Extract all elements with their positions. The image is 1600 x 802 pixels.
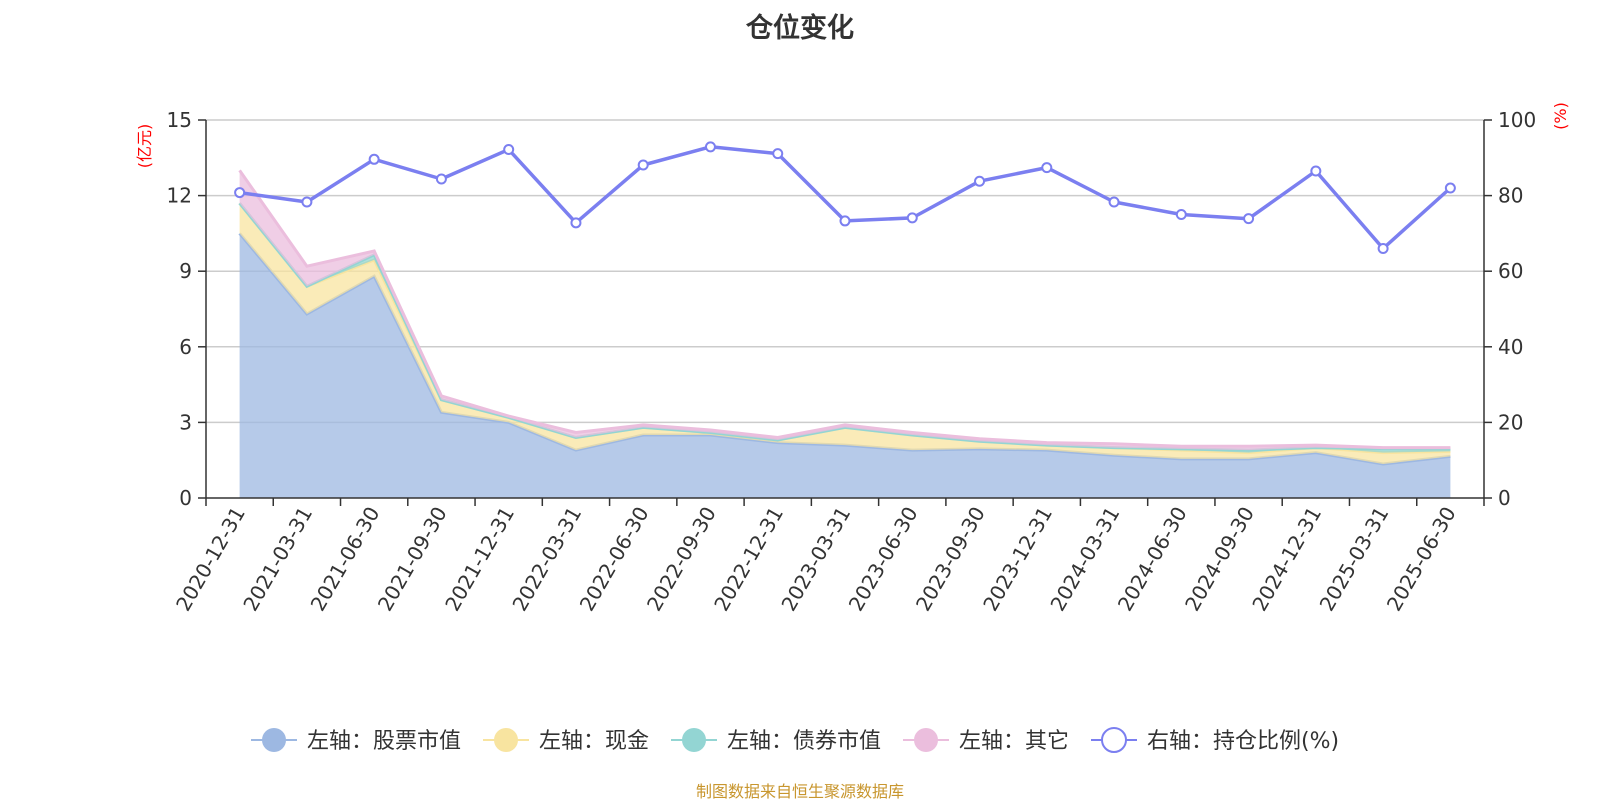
x-tick-label: 2023-12-31 bbox=[978, 503, 1057, 616]
y-right-unit-label: (%) bbox=[1551, 102, 1570, 130]
legend-marker bbox=[494, 728, 518, 752]
y-right-tick-label: 100 bbox=[1498, 108, 1536, 132]
y-left-tick-label: 9 bbox=[179, 259, 192, 283]
source-note: 制图数据来自恒生聚源数据库 bbox=[695, 782, 904, 801]
line-point bbox=[503, 143, 515, 155]
legend-label: 右轴：持仓比例(%) bbox=[1147, 729, 1339, 754]
legend-label: 左轴：现金 bbox=[539, 729, 649, 754]
y-right-tick-label: 40 bbox=[1498, 335, 1523, 359]
x-tick-label: 2023-06-30 bbox=[844, 503, 923, 616]
line-point bbox=[1243, 213, 1255, 225]
x-tick-label: 2024-09-30 bbox=[1180, 503, 1259, 616]
x-tick-label: 2021-03-31 bbox=[238, 503, 317, 616]
x-tick-label: 2021-09-30 bbox=[373, 503, 452, 616]
line-series bbox=[239, 145, 1452, 251]
legend-marker bbox=[914, 728, 938, 752]
x-tick-label: 2022-03-31 bbox=[507, 503, 586, 616]
line-point bbox=[1444, 182, 1456, 194]
legend-label: 左轴：其它 bbox=[959, 729, 1069, 754]
y-left-tick-label: 12 bbox=[167, 184, 192, 208]
x-tick-label: 2025-06-30 bbox=[1382, 503, 1461, 616]
line-point bbox=[637, 159, 649, 171]
line-point bbox=[839, 215, 851, 227]
legend-marker bbox=[1101, 727, 1127, 753]
x-tick-label: 2024-12-31 bbox=[1247, 503, 1326, 616]
y-right-tick-label: 80 bbox=[1498, 184, 1523, 208]
x-tick-label: 2022-12-31 bbox=[709, 503, 788, 616]
line-point bbox=[435, 173, 447, 185]
y-left-unit-label: (亿元) bbox=[135, 124, 154, 169]
line-point bbox=[906, 212, 918, 224]
y-right-tick-label: 60 bbox=[1498, 259, 1523, 283]
x-tick-label: 2023-03-31 bbox=[776, 503, 855, 616]
line-point bbox=[1377, 243, 1389, 255]
line-point bbox=[1310, 165, 1322, 177]
x-tick-label: 2025-03-31 bbox=[1315, 503, 1394, 616]
area-series-edge bbox=[238, 169, 1451, 450]
line-point bbox=[772, 148, 784, 160]
line-point bbox=[368, 153, 380, 165]
x-tick-label: 2023-09-30 bbox=[911, 503, 990, 616]
y-right-tick-label: 20 bbox=[1498, 410, 1523, 434]
area-series bbox=[239, 233, 1451, 498]
y-left-tick-label: 15 bbox=[167, 108, 192, 132]
y-right-tick-label: 0 bbox=[1498, 486, 1511, 510]
y-left-tick-label: 6 bbox=[179, 335, 192, 359]
line-point bbox=[301, 196, 313, 208]
legend-marker bbox=[682, 728, 706, 752]
legend-label: 左轴：股票市值 bbox=[307, 729, 461, 754]
line-point bbox=[234, 187, 246, 199]
x-tick-label: 2020-12-31 bbox=[171, 503, 250, 616]
legend-marker bbox=[262, 728, 286, 752]
chart-title: 仓位变化 bbox=[746, 13, 854, 44]
x-tick-label: 2024-06-30 bbox=[1113, 503, 1192, 616]
line-point bbox=[974, 175, 986, 187]
legend-label: 左轴：债券市值 bbox=[727, 729, 881, 754]
x-tick-label: 2022-06-30 bbox=[575, 503, 654, 616]
y-left-tick-label: 3 bbox=[179, 410, 192, 434]
line-point bbox=[1041, 162, 1053, 174]
line-point bbox=[1108, 196, 1120, 208]
line-point bbox=[570, 217, 582, 229]
x-tick-label: 2022-09-30 bbox=[642, 503, 721, 616]
x-tick-label: 2021-06-30 bbox=[306, 503, 385, 616]
y-left-tick-label: 0 bbox=[179, 486, 192, 510]
line-point bbox=[1175, 209, 1187, 220]
x-tick-label: 2021-12-31 bbox=[440, 503, 519, 616]
x-tick-label: 2024-03-31 bbox=[1045, 503, 1124, 616]
line-point bbox=[704, 141, 716, 153]
